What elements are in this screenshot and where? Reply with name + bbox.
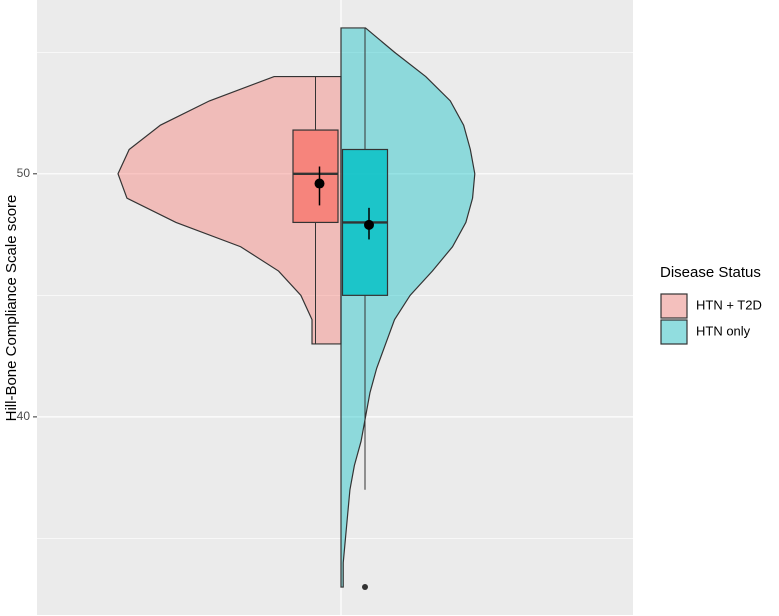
legend-label: HTN only <box>696 323 751 338</box>
y-tick-label: 40 <box>17 409 31 423</box>
mean-point <box>314 178 325 189</box>
y-axis-label: Hill-Bone Compliance Scale score <box>3 195 20 422</box>
box <box>292 129 339 224</box>
legend-key-bg <box>661 294 687 318</box>
legend-key <box>660 319 688 345</box>
outlier <box>362 584 368 591</box>
legend-key <box>660 293 688 319</box>
panel <box>37 0 633 615</box>
mean-point <box>364 219 374 230</box>
legend-title: Disease Status <box>660 264 761 281</box>
legend-label: HTN + T2D <box>696 297 762 312</box>
violin <box>117 75 342 345</box>
y-tick-label: 50 <box>17 166 31 180</box>
legend-key-bg <box>661 320 687 344</box>
